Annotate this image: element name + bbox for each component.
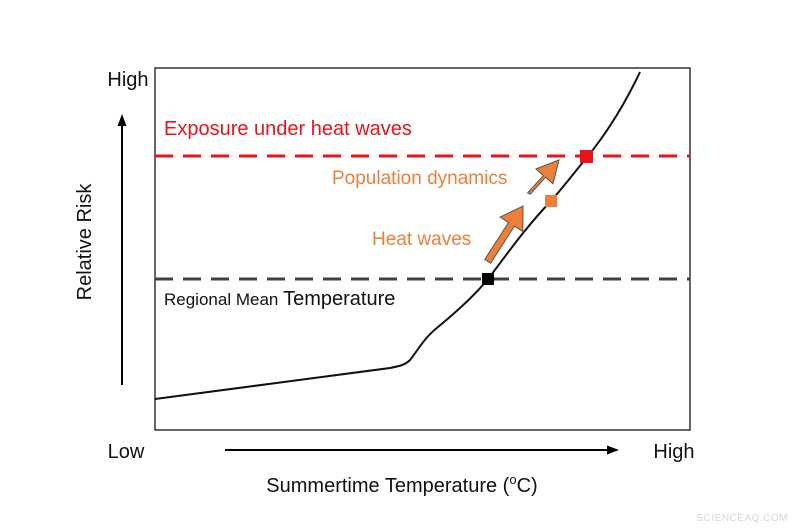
- y-axis-label: Relative Risk: [74, 183, 96, 301]
- y-high-label: High: [107, 69, 148, 91]
- population-dynamics-arrow: [526, 159, 560, 195]
- regional-mean-label: Regional Mean Temperature: [164, 288, 395, 310]
- watermark: SCIENCEAQ.COM: [696, 513, 788, 524]
- population-marker: [545, 195, 557, 207]
- population-dynamics-label: Population dynamics: [332, 168, 507, 189]
- exposure-marker: [580, 150, 593, 163]
- heat-waves-label: Heat waves: [372, 229, 471, 250]
- x-axis-arrow: [225, 445, 619, 455]
- plot-frame: [154, 67, 691, 431]
- regional-mean-marker: [482, 273, 494, 285]
- y-axis-arrow: [117, 114, 127, 385]
- x-low-label: Low: [108, 441, 145, 463]
- x-high-label: High: [653, 441, 694, 463]
- exposure-label: Exposure under heat waves: [164, 118, 412, 140]
- heat-waves-arrow: [484, 205, 524, 264]
- x-axis-label: Summertime Temperature (oC): [266, 472, 537, 497]
